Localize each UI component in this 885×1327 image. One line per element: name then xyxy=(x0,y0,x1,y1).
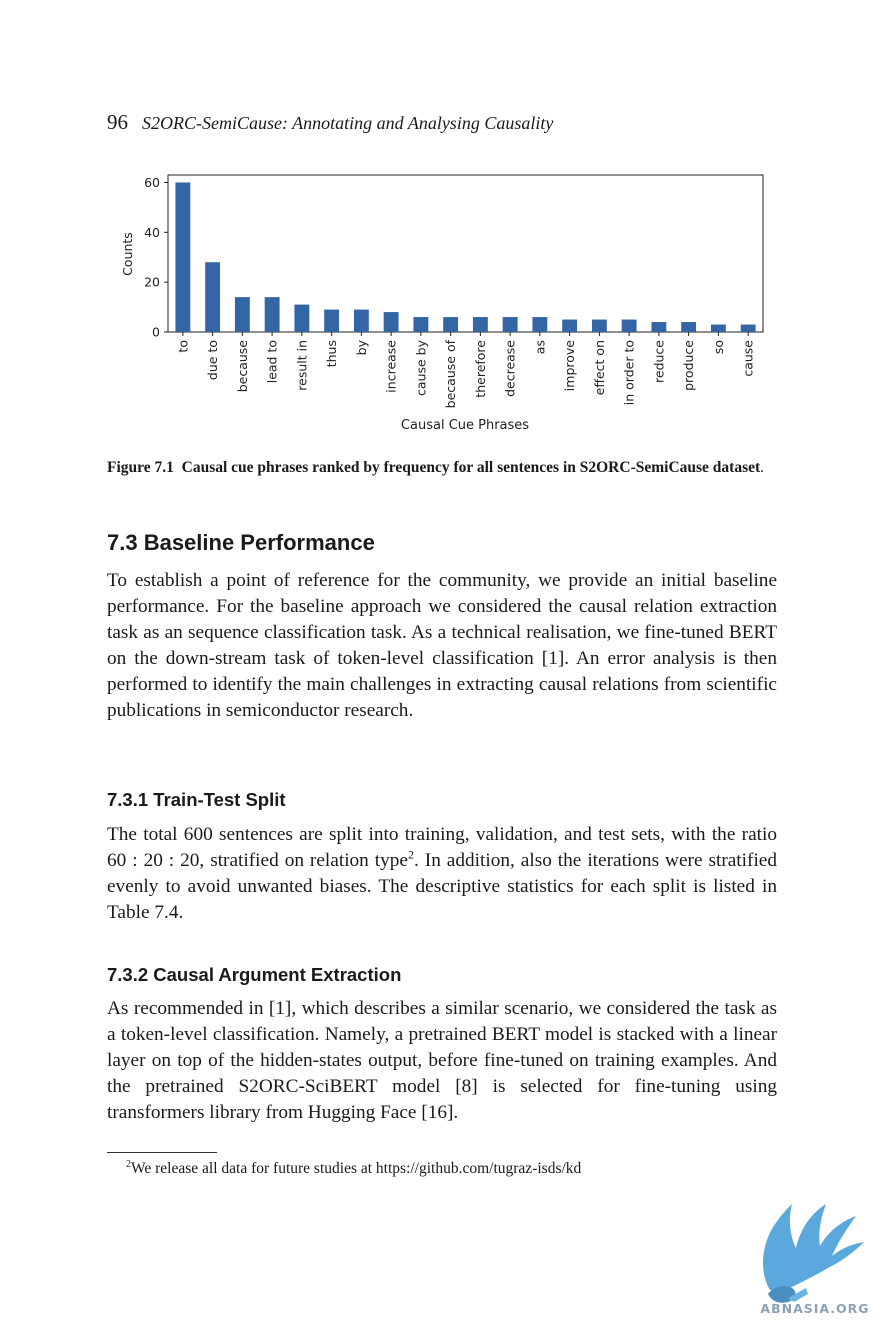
paragraph-text-b: . In addition, also the iterations were … xyxy=(107,850,777,923)
bar-increase xyxy=(383,312,399,332)
subsection-heading-train-test: 7.3.1 Train-Test Split xyxy=(107,789,286,810)
x-axis: to due to because lead to result in thus by inc… xyxy=(175,332,756,408)
x-tick-label: so xyxy=(711,340,726,354)
footnote-reference[interactable]: 2 xyxy=(408,847,414,862)
y-axis: 0 20 40 60 xyxy=(144,175,168,340)
bar-as xyxy=(532,317,548,332)
x-tick-label: thus xyxy=(324,340,339,367)
subsection-paragraph-argument-extraction: As recommended in [1], which describes a… xyxy=(107,998,777,1123)
x-tick-label: therefore xyxy=(473,340,488,398)
x-tick-label: by xyxy=(354,339,369,355)
y-axis-label: Counts xyxy=(120,232,135,276)
bar-due-to xyxy=(205,262,221,332)
x-tick-label: as xyxy=(532,340,547,354)
x-tick-label: improve xyxy=(562,340,577,391)
paragraph-text-a: The total 600 sentences are split into t… xyxy=(107,824,777,871)
page-number: 96 xyxy=(107,110,128,134)
subsection-paragraph-train-test: The total 600 sentences are split into t… xyxy=(107,822,777,926)
bar-reduce xyxy=(651,322,667,332)
x-tick-label: effect on xyxy=(592,340,607,395)
x-tick-label: in order to xyxy=(622,340,637,405)
x-tick-label: to xyxy=(175,340,190,353)
bar-cause-by xyxy=(413,317,429,332)
bar-effect-on xyxy=(591,319,607,332)
bar-decrease xyxy=(502,317,518,332)
x-tick-label: result in xyxy=(294,340,309,391)
x-tick-label: lead to xyxy=(265,340,280,383)
x-tick-label: increase xyxy=(384,340,399,393)
figure-caption-text: Causal cue phrases ranked by frequency f… xyxy=(181,459,761,476)
x-axis-label: Causal Cue Phrases xyxy=(401,418,529,433)
section-paragraph: To establish a point of reference for th… xyxy=(107,570,777,721)
running-head: 96 S2ORC-SemiCause: Annotating and Analys… xyxy=(107,110,553,135)
x-tick-label: cause xyxy=(741,340,756,377)
bar-because xyxy=(234,297,250,332)
x-tick-label: because of xyxy=(443,339,458,408)
running-title: S2ORC-SemiCause: Annotating and Analysin… xyxy=(142,113,554,133)
footnote-divider xyxy=(107,1152,217,1153)
plot-frame xyxy=(167,174,764,333)
bar-because-of xyxy=(443,317,459,332)
bar-produce xyxy=(681,322,697,332)
x-tick-label: because xyxy=(235,340,250,393)
watermark-text: ABNASIA.ORG xyxy=(760,1301,869,1316)
y-tick-label: 0 xyxy=(152,325,160,340)
subsection-heading-argument-extraction: 7.3.2 Causal Argument Extraction xyxy=(107,964,402,985)
griffin-logo-icon xyxy=(763,1204,864,1303)
figure-caption-end: . xyxy=(760,459,765,476)
y-tick-label: 40 xyxy=(144,225,160,240)
bar-result-in xyxy=(294,304,310,332)
bar-in-order-to xyxy=(621,319,637,332)
footnote-mark: 2 xyxy=(126,1158,131,1170)
bar-thus xyxy=(324,309,340,332)
x-tick-label: due to xyxy=(205,340,220,380)
bar-lead-to xyxy=(264,297,280,332)
footnote: 2We release all data for future studies … xyxy=(126,1158,582,1178)
bars-group xyxy=(175,182,756,332)
x-tick-label: decrease xyxy=(503,340,518,397)
bar-improve xyxy=(562,319,578,332)
figure-caption: Figure 7.1 Causal cue phrases ranked by … xyxy=(107,457,777,478)
bar-to xyxy=(175,182,191,332)
bar-therefore xyxy=(472,317,488,332)
x-tick-label: reduce xyxy=(651,340,666,383)
y-tick-label: 60 xyxy=(144,175,160,190)
watermark: ABNASIA.ORG xyxy=(760,1204,869,1316)
figure-label: Figure 7.1 xyxy=(107,459,174,476)
bar-cause xyxy=(740,324,756,332)
section-heading: 7.3 Baseline Performance xyxy=(107,530,375,555)
x-tick-label: produce xyxy=(681,340,696,391)
bar-so xyxy=(710,324,726,332)
y-tick-label: 20 xyxy=(144,275,160,290)
bar-by xyxy=(353,309,369,332)
x-tick-label: cause by xyxy=(413,339,428,396)
footnote-text: We release all data for future studies a… xyxy=(131,1160,582,1177)
